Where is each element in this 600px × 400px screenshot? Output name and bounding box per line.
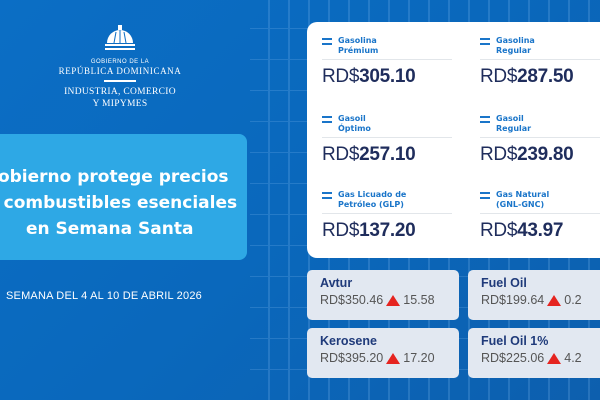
other-fuel-price: RD$395.20 <box>320 351 384 365</box>
up-arrow-icon <box>547 352 562 364</box>
other-fuel-price: RD$199.64 <box>481 293 545 307</box>
fuel-item: Gasoil Óptimo RD$257.10 <box>322 114 452 166</box>
other-fuel-card: Fuel Oil 1% RD$225.06 4.2 <box>468 328 600 378</box>
headline-box: Gobierno protege precios de combustibles… <box>0 134 247 260</box>
other-fuel-name: Avtur <box>320 276 353 290</box>
equal-icon <box>480 116 490 123</box>
other-fuel-card: Fuel Oil RD$199.64 0.2 <box>468 270 600 320</box>
up-arrow-icon <box>386 352 401 364</box>
currency: RD$ <box>480 66 518 87</box>
other-fuel-change: 17.20 <box>403 351 435 365</box>
currency: RD$ <box>480 144 518 165</box>
other-fuel-name: Kerosene <box>320 334 377 348</box>
other-fuel-card: Kerosene RD$395.20 17.20 <box>307 328 459 378</box>
fuel-label: Regular <box>496 124 532 133</box>
fuel-price: RD$239.80 <box>480 144 600 166</box>
price-value: 287.50 <box>517 66 574 87</box>
equal-icon <box>322 192 332 199</box>
price-value: 43.97 <box>517 220 564 241</box>
fuel-price: RD$287.50 <box>480 66 600 88</box>
equal-icon <box>322 116 332 123</box>
up-arrow-icon <box>547 294 562 306</box>
government-logo: GOBIERNO DE LA REPÚBLICA DOMINICANA INDU… <box>59 25 181 110</box>
other-fuel-change: 4.2 <box>564 351 582 365</box>
other-fuel-change: 15.58 <box>403 293 435 307</box>
other-fuel-price: RD$350.46 <box>320 293 384 307</box>
fuel-label: Prémium <box>338 46 379 55</box>
other-fuel-name: Fuel Oil <box>481 276 527 290</box>
other-fuel-price: RD$225.06 <box>481 351 545 365</box>
dome-icon <box>105 25 135 50</box>
fuel-item: Gasoil Regular RD$239.80 <box>480 114 600 166</box>
price-value: 239.80 <box>517 144 574 165</box>
equal-icon <box>480 38 490 45</box>
week-range: SEMANA DEL 4 AL 10 DE ABRIL 2026 <box>6 290 202 302</box>
price-value: 257.10 <box>359 144 416 165</box>
equal-icon <box>480 192 490 199</box>
fuel-label: Óptimo <box>338 124 371 133</box>
logo-divider <box>104 80 136 82</box>
fuel-label: (GNL-GNC) <box>496 200 545 209</box>
up-arrow-icon <box>386 294 401 306</box>
headline-line: Gobierno protege precios <box>0 167 229 187</box>
currency: RD$ <box>322 144 360 165</box>
fuel-label: Gasolina <box>496 36 535 45</box>
fuel-label: Gas Natural <box>496 190 550 199</box>
currency: RD$ <box>480 220 518 241</box>
fuel-item: Gasolina Regular RD$287.50 <box>480 36 600 88</box>
logo-line3: INDUSTRIA, COMERCIO <box>64 87 176 97</box>
logo-line1: GOBIERNO DE LA <box>90 59 150 65</box>
fuel-label: Gasoil <box>496 114 524 123</box>
fuel-label: Gasoil <box>338 114 366 123</box>
fuel-item: Gas Licuado de Petróleo (GLP) RD$137.20 <box>322 190 452 242</box>
fuel-item: Gasolina Prémium RD$305.10 <box>322 36 452 88</box>
other-fuel-card: Avtur RD$350.46 15.58 <box>307 270 459 320</box>
logo-line2: REPÚBLICA DOMINICANA <box>58 66 182 76</box>
other-fuel-change: 0.2 <box>564 293 582 307</box>
fuel-prices-card: Gasolina Prémium RD$305.10 Gasolina Regular R… <box>307 22 600 258</box>
fuel-label: Gas Licuado de <box>338 190 407 199</box>
currency: RD$ <box>322 220 360 241</box>
equal-icon <box>322 38 332 45</box>
fuel-price: RD$305.10 <box>322 66 452 88</box>
logo-line4: Y MIPYMES <box>92 99 148 109</box>
other-fuel-name: Fuel Oil 1% <box>481 334 549 348</box>
currency: RD$ <box>322 66 360 87</box>
fuel-label: Petróleo (GLP) <box>338 200 404 209</box>
price-value: 305.10 <box>359 66 416 87</box>
fuel-price: RD$43.97 <box>480 220 600 242</box>
fuel-label: Gasolina <box>338 36 377 45</box>
headline-line: en Semana Santa <box>26 219 194 239</box>
fuel-label: Regular <box>496 46 532 55</box>
fuel-price: RD$257.10 <box>322 144 452 166</box>
price-value: 137.20 <box>359 220 416 241</box>
fuel-item: Gas Natural (GNL-GNC) RD$43.97 <box>480 190 600 242</box>
fuel-price: RD$137.20 <box>322 220 452 242</box>
headline-line: de combustibles esenciales <box>0 193 238 213</box>
